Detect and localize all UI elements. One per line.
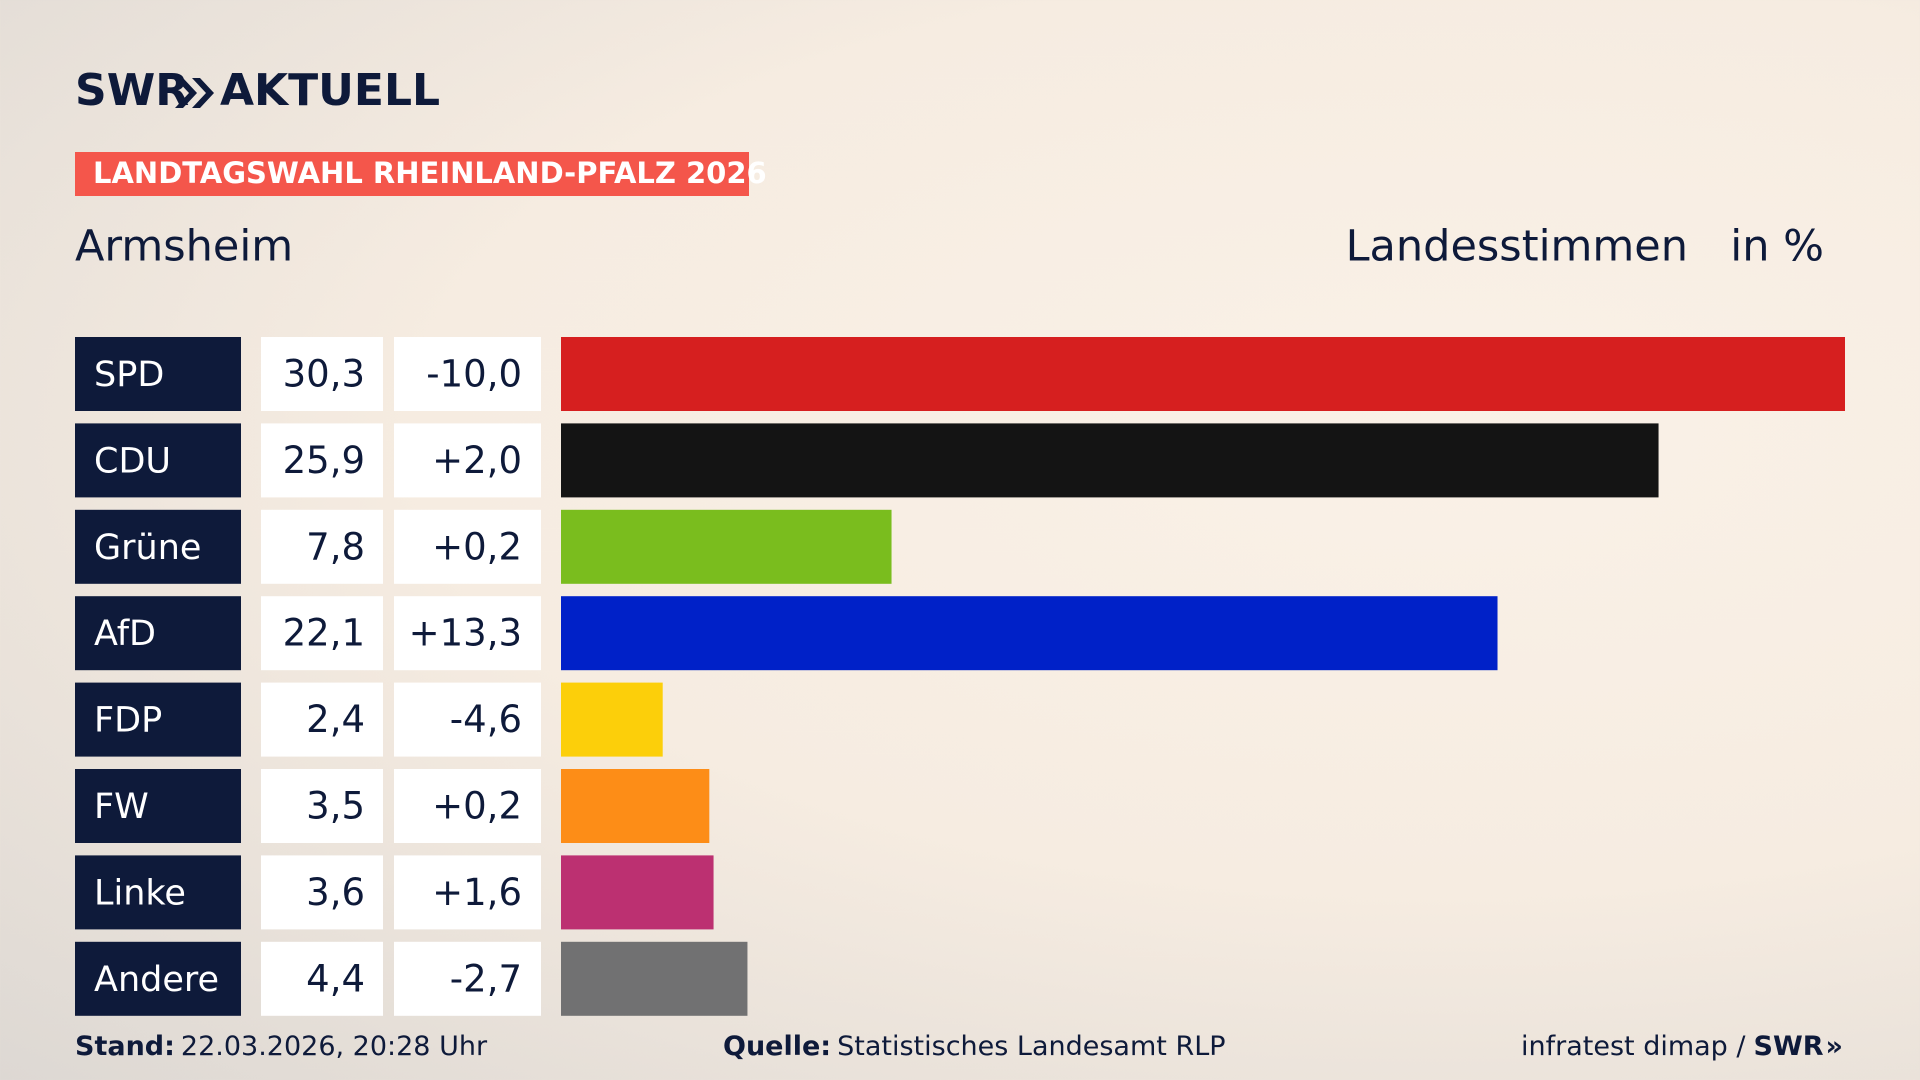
credit-chevrons: »: [1826, 1031, 1843, 1062]
bar: [561, 769, 710, 843]
party-label: CDU: [94, 441, 171, 481]
bar: [561, 596, 1498, 671]
change-label: -4,6: [450, 698, 522, 741]
value-label: 3,5: [306, 785, 365, 828]
badge-bg: [75, 152, 749, 196]
change-label: +0,2: [432, 525, 522, 568]
badge: LANDTAGSWAHL RHEINLAND-PFALZ 2026: [93, 156, 767, 190]
change-cell: [394, 682, 541, 757]
subtitle: Landesstimmen: [1346, 222, 1688, 272]
party-label: FW: [94, 787, 149, 827]
change-label: +2,0: [432, 439, 522, 482]
source-label: Quelle:: [723, 1031, 831, 1062]
party-label: Linke: [94, 873, 186, 913]
value-label: 7,8: [306, 525, 365, 568]
unit: in %: [1730, 222, 1824, 272]
change-cell: [394, 337, 541, 411]
footer-credit: infratest dimap / SWR»: [1521, 1031, 1843, 1062]
party-box: [75, 682, 241, 757]
change-label: +13,3: [409, 612, 522, 655]
value-cell: [261, 509, 383, 584]
value-cell: [261, 423, 383, 498]
party-box: [75, 941, 241, 1016]
value-cell: [261, 941, 383, 1016]
change-label: -10,0: [426, 353, 522, 396]
stand-label: Stand:: [75, 1031, 175, 1062]
stand: 22.03.2026, 20:28 Uhr: [181, 1031, 488, 1062]
bar: [561, 682, 663, 757]
credit-brand: SWR: [1754, 1031, 1824, 1062]
title: Armsheim: [75, 222, 293, 272]
change-label: +1,6: [432, 871, 522, 914]
change-label: +0,2: [432, 785, 522, 828]
credit: infratest dimap /: [1521, 1031, 1746, 1062]
party-box: [75, 596, 241, 671]
value-label: 2,4: [306, 698, 365, 741]
value-cell: [261, 596, 383, 671]
party-label: FDP: [94, 701, 162, 741]
footer-source: Quelle: Statistisches Landesamt RLP: [723, 1031, 1226, 1062]
party-label: Andere: [94, 960, 219, 1000]
source: Statistisches Landesamt RLP: [837, 1031, 1225, 1062]
value-label: 30,3: [283, 353, 365, 396]
value-label: 22,1: [283, 612, 365, 655]
bar: [561, 855, 714, 930]
change-cell: [394, 855, 541, 930]
bar: [561, 423, 1659, 498]
change-cell: [394, 596, 541, 671]
value-label: 25,9: [283, 439, 365, 482]
value-cell: [261, 769, 383, 843]
party-box: [75, 423, 241, 498]
bar: [561, 337, 1845, 411]
party-box: [75, 769, 241, 843]
footer-stand: Stand: 22.03.2026, 20:28 Uhr: [75, 1031, 488, 1062]
party-label: AfD: [94, 614, 156, 654]
party-box: [75, 509, 241, 584]
value-cell: [261, 682, 383, 757]
value-label: 4,4: [306, 957, 365, 1000]
party-box: [75, 337, 241, 411]
party-label: Grüne: [94, 528, 201, 568]
brand: SWR: [75, 65, 189, 116]
change-label: -2,7: [450, 957, 522, 1000]
value-cell: [261, 855, 383, 930]
party-box: [75, 855, 241, 930]
bar: [561, 509, 892, 584]
value-cell: [261, 337, 383, 411]
bar: [561, 941, 748, 1016]
change-cell: [394, 423, 541, 498]
value-label: 3,6: [306, 871, 365, 914]
change-cell: [394, 941, 541, 1016]
party-label: SPD: [94, 355, 164, 395]
change-cell: [394, 769, 541, 843]
brand-suffix: AKTUELL: [220, 65, 440, 116]
chevrons: [175, 78, 214, 108]
change-cell: [394, 509, 541, 584]
